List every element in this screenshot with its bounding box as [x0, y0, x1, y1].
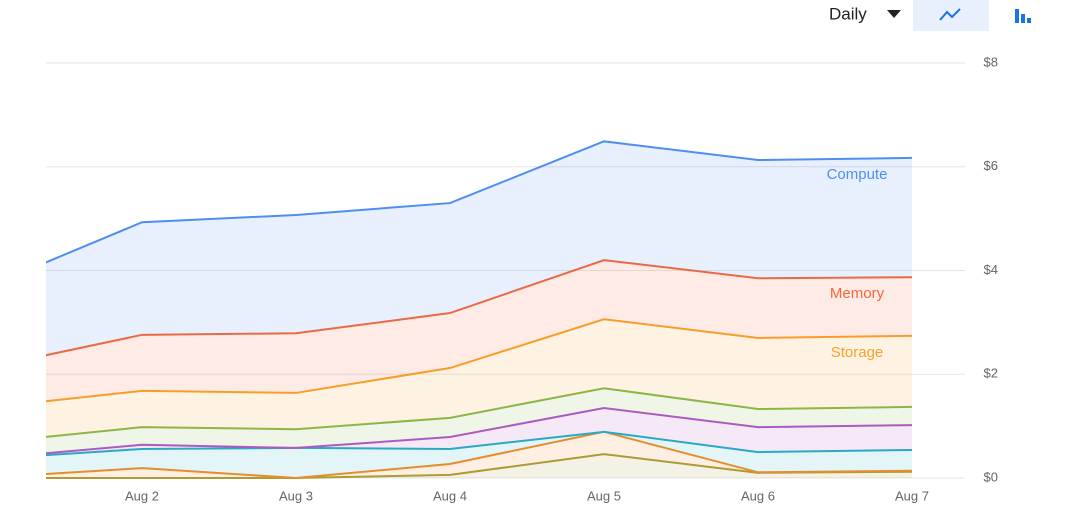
y-tick-label: $8 — [984, 54, 998, 69]
series-label: Memory — [830, 285, 885, 302]
line — [46, 140, 912, 264]
x-tick-label: Aug 4 — [433, 488, 467, 503]
y-tick-label: $4 — [984, 262, 998, 277]
line — [46, 318, 912, 403]
line-icon — [939, 8, 961, 21]
series-label: Compute — [827, 166, 888, 183]
area — [46, 388, 912, 454]
area — [46, 260, 912, 402]
y-tick-label: $2 — [984, 366, 998, 381]
y-tick-label: $6 — [984, 158, 998, 173]
area — [46, 431, 912, 478]
series-label: Storage — [831, 344, 884, 361]
line — [46, 406, 912, 455]
dropdown-arrow[interactable] — [887, 10, 901, 18]
area — [46, 319, 912, 437]
line — [46, 430, 912, 457]
line — [46, 430, 912, 480]
y-tick-label: $0 — [984, 469, 998, 484]
line — [46, 387, 912, 438]
x-tick-label: Aug 6 — [741, 488, 775, 503]
x-tick-label: Aug 3 — [279, 488, 313, 503]
area — [46, 141, 912, 356]
bar-view-button[interactable] — [1015, 9, 1031, 23]
area — [46, 431, 912, 478]
area — [46, 454, 912, 478]
x-tick-label: Aug 7 — [895, 488, 929, 503]
x-tick-label: Aug 2 — [125, 488, 159, 503]
x-tick-label: Aug 5 — [587, 488, 621, 503]
period-dropdown[interactable]: Daily — [829, 4, 867, 23]
line — [46, 259, 912, 357]
